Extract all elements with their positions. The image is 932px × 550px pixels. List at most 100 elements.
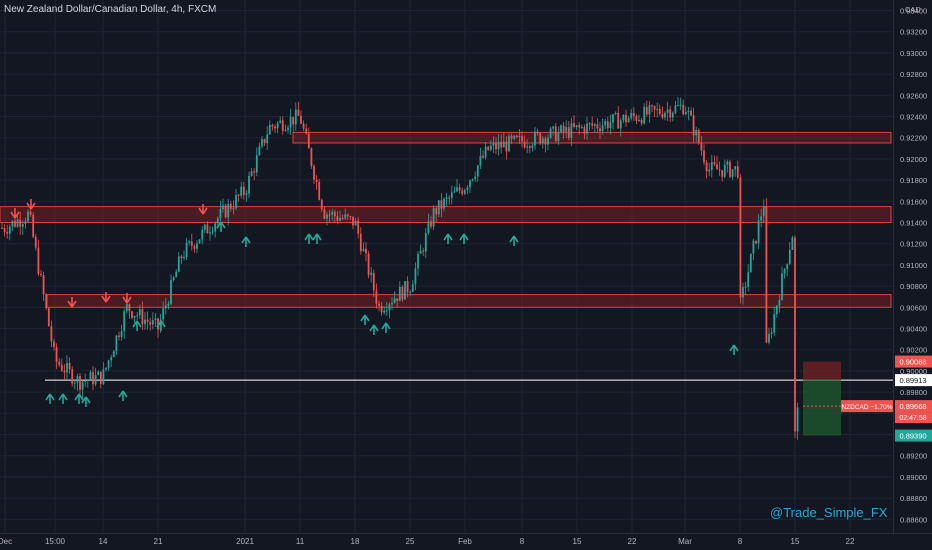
candle-body [94,375,97,385]
candle-body [729,161,731,177]
countdown-bg [895,412,932,424]
candle-body [34,236,37,248]
candle-body [432,208,435,227]
candle-body [612,114,614,123]
candle-body [81,381,84,390]
candle-body [318,181,321,200]
candle-body [250,171,253,176]
y-tick-label: 0.92400 [900,113,927,122]
position-tool[interactable] [803,361,893,436]
x-tick-label: Mar [678,537,692,546]
candle-body [544,138,547,145]
candle-body [450,192,453,198]
candle-body [172,277,175,280]
candle-body [367,253,370,276]
candle-body [557,131,560,142]
candle-body [383,310,386,313]
candle-body [562,125,565,132]
candle-body [456,187,458,192]
candle-body [209,232,211,234]
time-axis[interactable]: Dec 15:00 14 21 2021 11 18 25 Feb 8 15 22 Mar 8 15 22 [0,537,855,546]
candle-body [445,197,448,199]
candle-body [349,216,352,218]
candle-body [570,123,573,138]
candle-body [27,211,29,222]
candle-body [63,370,66,373]
x-tick-label: 11 [296,537,305,546]
candle-body [575,125,578,127]
x-tick-label: 22 [846,537,855,546]
candle-body [627,118,630,123]
x-tick-label: 15 [573,537,582,546]
candle-body [115,335,118,352]
candle-body [775,305,778,315]
candle-body [536,131,539,134]
candle-body [261,139,263,147]
candle-body [60,364,63,371]
symbol-tag: NZDCAD −1.70% [841,404,892,411]
candle-body [531,145,534,148]
candle-body [107,360,110,368]
candle-body [268,124,271,135]
y-tick-label: 0.89200 [900,452,927,461]
candle-body [331,211,334,215]
candle-body [50,326,53,342]
candle-body [765,206,768,343]
candle-body [443,198,445,209]
countdown-label: 02:47:58 [899,415,926,422]
candle-body [255,155,258,173]
candle-body [123,311,126,332]
candle-body [677,104,679,106]
candle-body [14,220,16,227]
x-tick-label: 14 [99,537,108,546]
candle-body [796,407,799,432]
candle-body [409,291,412,293]
y-tick-label: 0.90400 [900,325,927,334]
y-tick-label: 0.92000 [900,155,927,164]
candle-body [463,189,466,194]
candle-body [476,165,479,177]
y-tick-label: 0.91800 [900,176,927,185]
y-tick-label: 0.91000 [900,261,927,270]
candle-body [492,142,495,146]
candle-body [778,300,781,306]
candle-body [505,141,508,152]
candle-body [320,199,323,210]
x-tick-label: Dec [0,537,12,546]
candle-body [721,170,724,177]
candle-body [440,200,443,209]
candle-body [427,221,430,233]
x-tick-label: Feb [458,537,472,546]
candle-body [791,237,794,250]
candle-body [6,232,9,234]
entry-price-label-bg [895,374,932,387]
candle-body [417,253,419,269]
candle-body [339,218,341,221]
candle-body [138,309,141,316]
candle-body [344,214,347,219]
candle-body [435,208,438,215]
candle-body [419,250,422,254]
candle-body [684,112,687,115]
candle-body [370,272,373,276]
candle-body [391,302,393,305]
candle-body [365,248,367,254]
candle-body [625,114,627,123]
candle-body [229,203,232,209]
candle-body [770,332,773,334]
candle-body [292,116,295,125]
sell-arrow-icon [122,293,132,304]
candle-body [523,141,526,148]
x-tick-label: 2021 [236,537,254,546]
candle-body [547,137,549,145]
candle-body [664,112,666,118]
candle-body [203,224,206,230]
candle-body [131,311,133,318]
candle-body [198,239,201,244]
candle-body [653,105,656,110]
candle-body [588,123,591,125]
candle-body [71,369,74,384]
candle-body [573,123,575,127]
candle-body [760,216,763,221]
